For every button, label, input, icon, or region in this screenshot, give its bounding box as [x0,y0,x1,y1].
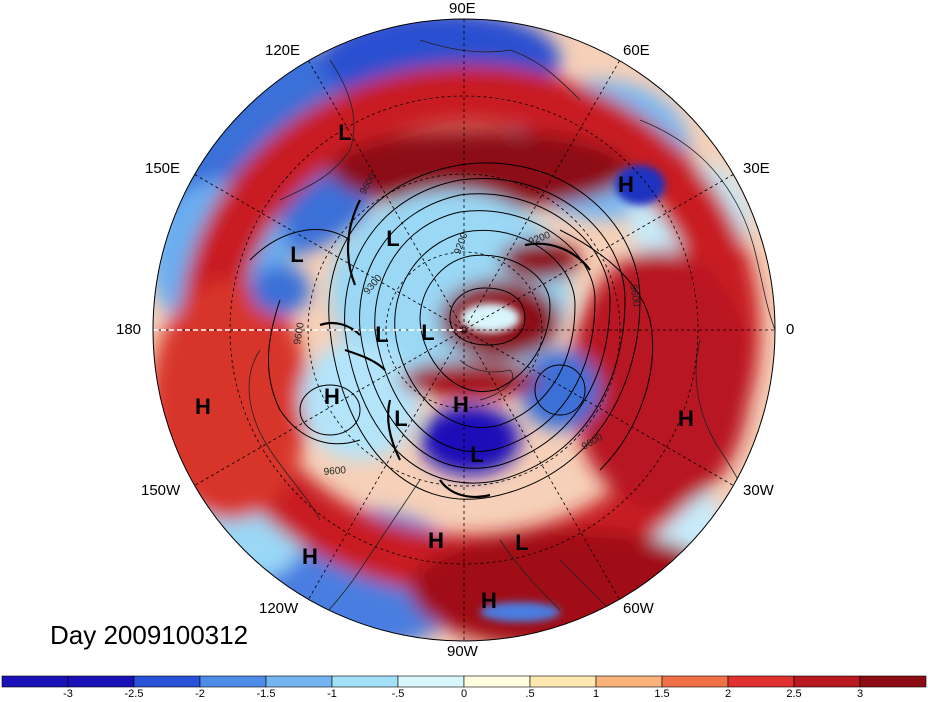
colorbar-swatch [463,675,531,688]
lon-label-120w: 120W [259,600,299,617]
lon-label-180: 180 [116,321,142,338]
colorbar-tick-label: -1 [327,688,337,700]
colorbar-swatch [331,675,399,688]
pressure-center-l: L [290,242,303,267]
colorbar-tick-label: 2.5 [786,688,802,700]
pressure-center-l: L [386,226,399,251]
contour-label: 9600 [627,284,642,308]
lon-label-150w: 150W [141,482,181,499]
lon-label-60e: 60E [623,42,650,59]
map-title: Day 2009100312 [50,620,249,650]
pressure-center-l: L [338,120,351,145]
colorbar-tick-label: 3 [856,688,864,700]
lon-label-150e: 150E [145,160,181,177]
lon-label-30e: 30E [743,160,770,177]
lon-label-120e: 120E [265,42,301,59]
colorbar-swatch [1,675,69,688]
pressure-center-l: L [515,530,528,555]
pressure-center-h: H [428,528,444,553]
lon-label-60w: 60W [623,600,654,617]
colorbar-tick-label: .5 [525,688,535,700]
pressure-center-h: H [324,384,340,409]
colorbar-tick-label: -2.5 [124,688,144,700]
colorbar-swatch [793,675,861,688]
thick-contours [319,199,591,498]
lon-label-90e: 90E [449,0,476,17]
contour-label: 9600 [292,321,307,345]
pressure-center-h: H [678,406,694,431]
pressure-center-h: H [302,544,318,569]
pressure-center-l: L [421,320,434,345]
pressure-center-l: L [394,406,407,431]
colorbar-tick-label: 0 [460,688,468,700]
pressure-center-h: H [195,394,211,419]
colorbar-tick-label: -2 [195,688,205,700]
pressure-center-h: H [428,528,444,553]
colorbar-swatch [265,675,333,688]
pressure-center-h: H [481,588,497,613]
colorbar-tick-label: -3 [63,688,73,700]
height-contours [249,162,653,500]
colorbar-swatch [397,675,465,688]
lon-label-30w: 30W [743,482,774,499]
contour-label: 9600 [323,465,347,478]
pressure-center-h: H [453,392,469,417]
pressure-center-l: L [470,442,483,467]
lon-label-90w: 90W [447,643,478,660]
pressure-center-h: H [618,172,634,197]
colorbar-swatch [859,675,927,688]
colorbar-tick-label: -.5 [391,688,405,700]
colorbar-swatch [529,675,597,688]
colorbar-swatch [727,675,795,688]
colorbar-swatch [199,675,267,688]
pressure-center-l: L [375,322,388,347]
colorbar-tick-label: 2 [724,688,732,700]
colorbar-swatch [595,675,663,688]
map-boundary [152,18,776,642]
colorbar-swatch [661,675,729,688]
lon-label-0: 0 [786,321,795,338]
colorbar-swatch [67,675,135,688]
colorbar-tick-label: 1.5 [654,688,670,700]
colorbar-swatch [133,675,201,688]
colorbar [1,675,927,688]
colorbar-tick-label: -1.5 [256,688,276,700]
colorbar-tick-label: 1 [592,688,600,700]
graticule [153,19,775,641]
